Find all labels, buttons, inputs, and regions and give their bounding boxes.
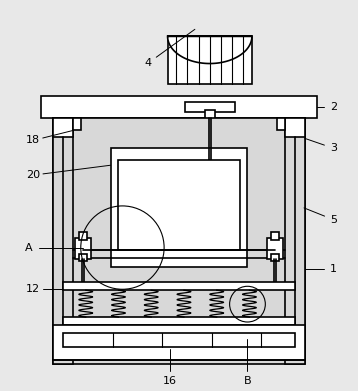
Text: B: B	[244, 375, 251, 386]
Bar	[79, 232, 87, 240]
Text: A: A	[25, 242, 33, 253]
Text: 1: 1	[330, 264, 337, 274]
Bar	[205, 109, 215, 122]
Bar	[267, 238, 283, 260]
Text: 2: 2	[330, 102, 337, 112]
Bar	[285, 118, 305, 138]
Bar	[63, 317, 295, 325]
Bar	[41, 96, 317, 118]
Bar	[63, 333, 295, 347]
Bar	[185, 102, 234, 112]
Bar	[271, 253, 279, 262]
Bar	[118, 160, 240, 249]
Bar	[111, 148, 247, 267]
Bar	[79, 253, 87, 262]
Bar	[73, 118, 81, 129]
Bar	[271, 232, 279, 240]
Bar	[53, 118, 305, 364]
Text: 5: 5	[330, 215, 337, 225]
Text: 3: 3	[330, 143, 337, 153]
Text: 16: 16	[163, 375, 177, 386]
Bar	[63, 282, 295, 290]
Text: 20: 20	[26, 170, 40, 180]
Text: 12: 12	[26, 284, 40, 294]
Text: 4: 4	[145, 58, 152, 68]
Bar	[53, 118, 73, 138]
Bar	[75, 238, 91, 260]
Bar	[53, 118, 73, 364]
Bar	[168, 36, 252, 84]
Text: 18: 18	[26, 135, 40, 145]
Bar	[285, 118, 305, 364]
Polygon shape	[168, 36, 252, 63]
Bar	[277, 118, 285, 129]
Bar	[53, 325, 305, 360]
